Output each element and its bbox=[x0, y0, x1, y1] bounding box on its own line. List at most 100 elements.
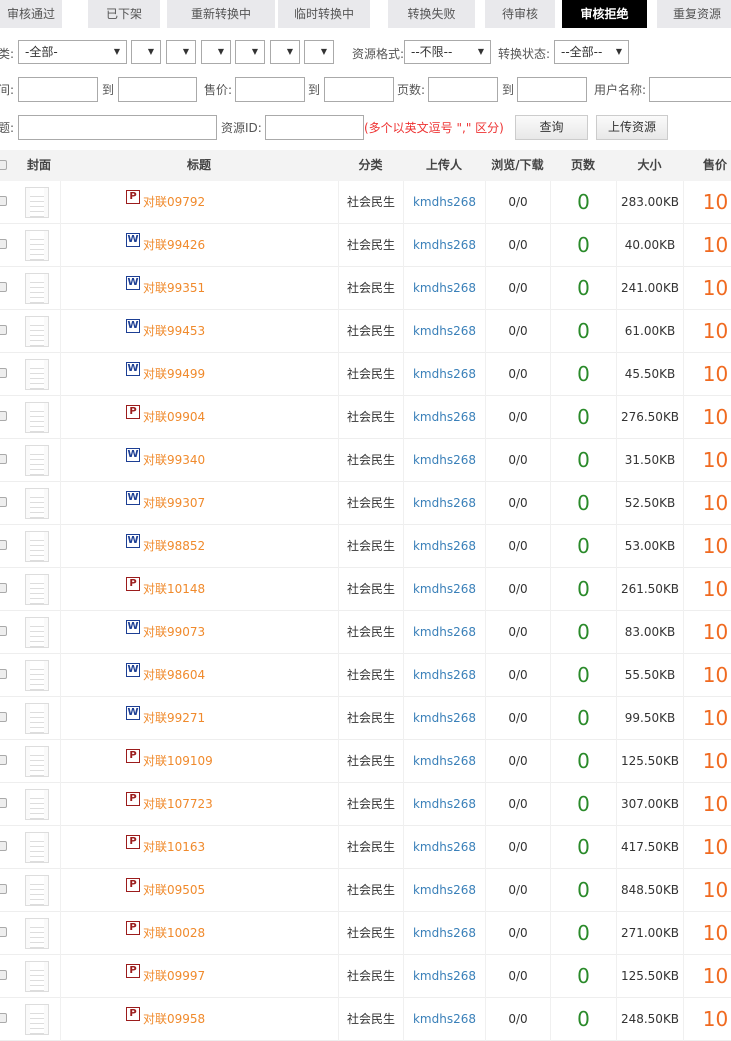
subcategory-select-5[interactable]: ▼ bbox=[270, 40, 300, 64]
pages-to-input[interactable] bbox=[517, 77, 587, 102]
cover-thumbnail[interactable] bbox=[25, 531, 49, 562]
row-checkbox[interactable] bbox=[0, 798, 7, 808]
subcategory-select-1[interactable]: ▼ bbox=[131, 40, 161, 64]
cover-thumbnail[interactable] bbox=[25, 273, 49, 304]
tab-duplicate[interactable]: 重复资源 bbox=[657, 0, 731, 28]
uploader-link[interactable]: kmdhs268 bbox=[403, 611, 485, 654]
cover-thumbnail[interactable] bbox=[25, 574, 49, 605]
row-checkbox[interactable] bbox=[0, 454, 7, 464]
uploader-link[interactable]: kmdhs268 bbox=[403, 869, 485, 912]
tab-pending[interactable]: 待审核 bbox=[485, 0, 555, 28]
title-link[interactable]: 对联99073 bbox=[143, 625, 206, 639]
subcategory-select-3[interactable]: ▼ bbox=[201, 40, 231, 64]
uploader-link[interactable]: kmdhs268 bbox=[403, 568, 485, 611]
uploader-link[interactable]: kmdhs268 bbox=[403, 310, 485, 353]
uploader-link[interactable]: kmdhs268 bbox=[403, 912, 485, 955]
title-link[interactable]: 对联107723 bbox=[143, 797, 213, 811]
category-select[interactable]: -全部- ▼ bbox=[18, 40, 127, 64]
title-link[interactable]: 对联98604 bbox=[143, 668, 206, 682]
cover-thumbnail[interactable] bbox=[25, 703, 49, 734]
cover-thumbnail[interactable] bbox=[25, 918, 49, 949]
uploader-link[interactable]: kmdhs268 bbox=[403, 697, 485, 740]
row-checkbox[interactable] bbox=[0, 970, 7, 980]
title-link[interactable]: 对联09792 bbox=[143, 195, 206, 209]
uploader-link[interactable]: kmdhs268 bbox=[403, 955, 485, 998]
resource-id-input[interactable] bbox=[265, 115, 364, 140]
row-checkbox[interactable] bbox=[0, 282, 7, 292]
tab-reconverting[interactable]: 重新转换中 bbox=[167, 0, 275, 28]
title-link[interactable]: 对联99426 bbox=[143, 238, 206, 252]
row-checkbox[interactable] bbox=[0, 626, 7, 636]
uploader-link[interactable]: kmdhs268 bbox=[403, 267, 485, 310]
tab-approved[interactable]: 审核通过 bbox=[0, 0, 62, 28]
row-checkbox[interactable] bbox=[0, 1013, 7, 1023]
uploader-link[interactable]: kmdhs268 bbox=[403, 783, 485, 826]
cover-thumbnail[interactable] bbox=[25, 488, 49, 519]
row-checkbox[interactable] bbox=[0, 841, 7, 851]
pages-from-input[interactable] bbox=[428, 77, 498, 102]
title-link[interactable]: 对联10028 bbox=[143, 926, 206, 940]
title-link[interactable]: 对联99499 bbox=[143, 367, 206, 381]
row-checkbox[interactable] bbox=[0, 755, 7, 765]
uploader-link[interactable]: kmdhs268 bbox=[403, 740, 485, 783]
subcategory-select-2[interactable]: ▼ bbox=[166, 40, 196, 64]
cover-thumbnail[interactable] bbox=[25, 187, 49, 218]
uploader-link[interactable]: kmdhs268 bbox=[403, 439, 485, 482]
uploader-link[interactable]: kmdhs268 bbox=[403, 482, 485, 525]
tab-rejected[interactable]: 审核拒绝 bbox=[562, 0, 647, 28]
time-from-input[interactable] bbox=[18, 77, 98, 102]
title-link[interactable]: 对联09997 bbox=[143, 969, 206, 983]
cover-thumbnail[interactable] bbox=[25, 660, 49, 691]
uploader-link[interactable]: kmdhs268 bbox=[403, 654, 485, 697]
title-link[interactable]: 对联09958 bbox=[143, 1012, 206, 1026]
row-checkbox[interactable] bbox=[0, 368, 7, 378]
cover-thumbnail[interactable] bbox=[25, 445, 49, 476]
tab-convert-failed[interactable]: 转换失败 bbox=[388, 0, 475, 28]
title-link[interactable]: 对联98852 bbox=[143, 539, 206, 553]
row-checkbox[interactable] bbox=[0, 712, 7, 722]
title-link[interactable]: 对联99307 bbox=[143, 496, 206, 510]
upload-resource-button[interactable]: 上传资源 bbox=[596, 115, 668, 140]
cover-thumbnail[interactable] bbox=[25, 789, 49, 820]
cover-thumbnail[interactable] bbox=[25, 961, 49, 992]
title-link[interactable]: 对联99271 bbox=[143, 711, 206, 725]
title-link[interactable]: 对联09904 bbox=[143, 410, 206, 424]
status-select[interactable]: --全部-- ▼ bbox=[554, 40, 629, 64]
tab-temp-converting[interactable]: 临时转换中 bbox=[278, 0, 370, 28]
cover-thumbnail[interactable] bbox=[25, 875, 49, 906]
title-link[interactable]: 对联99340 bbox=[143, 453, 206, 467]
row-checkbox[interactable] bbox=[0, 540, 7, 550]
time-to-input[interactable] bbox=[118, 77, 197, 102]
row-checkbox[interactable] bbox=[0, 239, 7, 249]
title-link[interactable]: 对联109109 bbox=[143, 754, 213, 768]
tab-delisted[interactable]: 已下架 bbox=[88, 0, 160, 28]
uploader-link[interactable]: kmdhs268 bbox=[403, 525, 485, 568]
title-link[interactable]: 对联09505 bbox=[143, 883, 206, 897]
row-checkbox[interactable] bbox=[0, 325, 7, 335]
cover-thumbnail[interactable] bbox=[25, 617, 49, 648]
cover-thumbnail[interactable] bbox=[25, 359, 49, 390]
row-checkbox[interactable] bbox=[0, 196, 7, 206]
price-from-input[interactable] bbox=[235, 77, 305, 102]
uploader-link[interactable]: kmdhs268 bbox=[403, 181, 485, 224]
uploader-link[interactable]: kmdhs268 bbox=[403, 396, 485, 439]
cover-thumbnail[interactable] bbox=[25, 832, 49, 863]
cover-thumbnail[interactable] bbox=[25, 1004, 49, 1035]
cover-thumbnail[interactable] bbox=[25, 316, 49, 347]
row-checkbox[interactable] bbox=[0, 583, 7, 593]
cover-thumbnail[interactable] bbox=[25, 230, 49, 261]
cover-thumbnail[interactable] bbox=[25, 746, 49, 777]
row-checkbox[interactable] bbox=[0, 497, 7, 507]
title-link[interactable]: 对联99453 bbox=[143, 324, 206, 338]
uploader-link[interactable]: kmdhs268 bbox=[403, 826, 485, 869]
row-checkbox[interactable] bbox=[0, 669, 7, 679]
format-select[interactable]: --不限-- ▼ bbox=[404, 40, 491, 64]
cover-thumbnail[interactable] bbox=[25, 402, 49, 433]
subcategory-select-6[interactable]: ▼ bbox=[304, 40, 334, 64]
title-link[interactable]: 对联10163 bbox=[143, 840, 206, 854]
row-checkbox[interactable] bbox=[0, 411, 7, 421]
select-all-checkbox[interactable] bbox=[0, 160, 7, 170]
row-checkbox[interactable] bbox=[0, 927, 7, 937]
price-to-input[interactable] bbox=[324, 77, 394, 102]
query-button[interactable]: 查询 bbox=[515, 115, 588, 140]
